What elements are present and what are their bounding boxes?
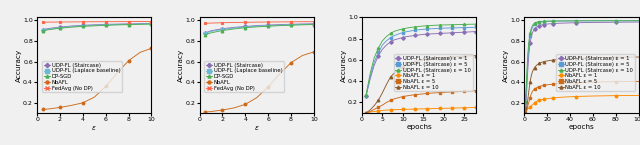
Y-axis label: Accuracy: Accuracy — [503, 49, 509, 82]
Y-axis label: Accuracy: Accuracy — [340, 49, 346, 82]
X-axis label: epochs: epochs — [406, 124, 432, 130]
Legend: UDP-FL (Staircase), UDP-FL (Laplace baseline), DP-SGD, NbAFL, FedAvg (No DP): UDP-FL (Staircase), UDP-FL (Laplace base… — [204, 61, 284, 92]
Legend: UDP-FL (Staircase), UDP-FL (Laplace baseline), DP-SGD, NbAFL, FedAvg (No DP): UDP-FL (Staircase), UDP-FL (Laplace base… — [42, 61, 122, 92]
Legend: UDP-FL (Staircase) ε = 1, UDP-FL (Staircase) ε = 5, UDP-FL (Staircase) ε = 10, N: UDP-FL (Staircase) ε = 1, UDP-FL (Stairc… — [556, 54, 635, 91]
X-axis label: epochs: epochs — [569, 124, 595, 130]
X-axis label: $\varepsilon$: $\varepsilon$ — [92, 124, 97, 132]
Y-axis label: Accuracy: Accuracy — [16, 49, 22, 82]
Legend: UDP-FL (Staircase) ε = 1, UDP-FL (Staircase) ε = 5, UDP-FL (Staircase) ε = 10, N: UDP-FL (Staircase) ε = 1, UDP-FL (Stairc… — [394, 54, 472, 91]
Y-axis label: Accuracy: Accuracy — [178, 49, 184, 82]
X-axis label: $\varepsilon$: $\varepsilon$ — [254, 124, 260, 132]
